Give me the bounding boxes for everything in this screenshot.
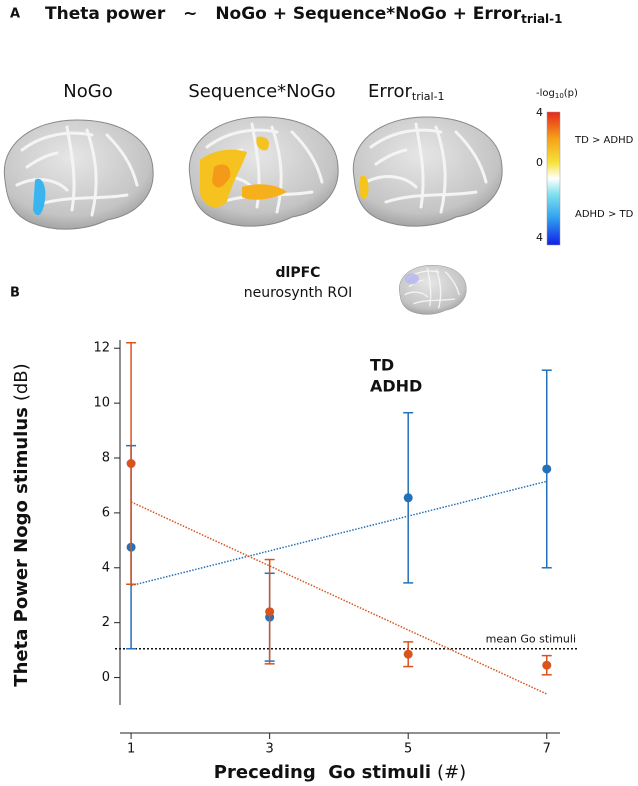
x-label-unit: (#)	[437, 762, 466, 783]
colorbar-title-end: (p)	[564, 88, 578, 99]
colorbar-lower-label: ADHD > TD	[575, 209, 634, 220]
y-label-main: Theta Power Nogo stimulus	[11, 407, 32, 687]
y-tick-label: 2	[102, 615, 110, 630]
y-tick-label: 0	[102, 670, 110, 685]
point	[403, 649, 413, 659]
colorbar-upper-label: TD > ADHD	[574, 135, 634, 146]
colorbar-title-sub: 10	[555, 92, 564, 100]
legend-entry: TD	[370, 356, 394, 375]
brain-error	[351, 115, 504, 228]
roi-brain	[398, 264, 467, 316]
panel-title: Theta power ~ NoGo + Sequence*NoGo + Err…	[45, 4, 562, 26]
brain-label: Errortrial-1	[368, 81, 445, 103]
panel-label: B	[10, 286, 20, 301]
colorbar-title: -log10(p)	[536, 88, 578, 100]
fit-line	[130, 480, 547, 587]
brain-label: Sequence*NoGo	[188, 81, 335, 102]
x-tick-label: 5	[404, 742, 412, 757]
x-tick-label: 1	[127, 742, 135, 757]
brain-label-sub: trial-1	[412, 90, 445, 103]
roi-subtitle: neurosynth ROI	[244, 285, 353, 301]
fit-line	[130, 501, 548, 695]
y-axis-label: Theta Power Nogo stimulus (dB)	[11, 363, 32, 686]
y-tick-label: 12	[93, 341, 110, 356]
title-sub: trial-1	[521, 12, 562, 26]
colorbar-tick: 4	[536, 231, 543, 244]
panel-label: A	[10, 7, 20, 22]
y-tick-label: 4	[102, 560, 110, 575]
brain-sequence	[187, 115, 340, 228]
brain-nogo	[2, 118, 155, 231]
roi-title: dlPFC	[276, 265, 321, 281]
x-tick-label: 3	[266, 742, 274, 757]
brain-label: NoGo	[63, 81, 112, 102]
y-tick-label: 6	[102, 505, 110, 520]
point	[542, 660, 552, 670]
point	[542, 464, 552, 474]
y-tick-label: 10	[93, 396, 110, 411]
x-label-main: Preceding Go stimuli	[214, 762, 431, 783]
x-tick-label: 7	[543, 742, 551, 757]
y-tick-label: 8	[102, 451, 110, 466]
legend-entry: ADHD	[370, 377, 422, 396]
brain-label-main: Error	[368, 81, 412, 102]
colorbar-tick: 0	[536, 156, 543, 169]
point	[126, 458, 136, 468]
colorbar-title-main: -log	[536, 88, 555, 99]
point	[403, 493, 413, 503]
point	[265, 607, 275, 617]
title-rhs: NoGo + Sequence*NoGo + Error	[215, 4, 521, 24]
colorbar	[546, 111, 561, 246]
title-tilde: ~	[183, 4, 197, 24]
x-axis-label: Preceding Go stimuli (#)	[214, 762, 466, 783]
colorbar-tick: 4	[536, 106, 543, 119]
title-lhs: Theta power	[45, 4, 166, 24]
y-label-unit: (dB)	[11, 363, 32, 401]
reference-label: mean Go stimuli	[486, 633, 576, 646]
